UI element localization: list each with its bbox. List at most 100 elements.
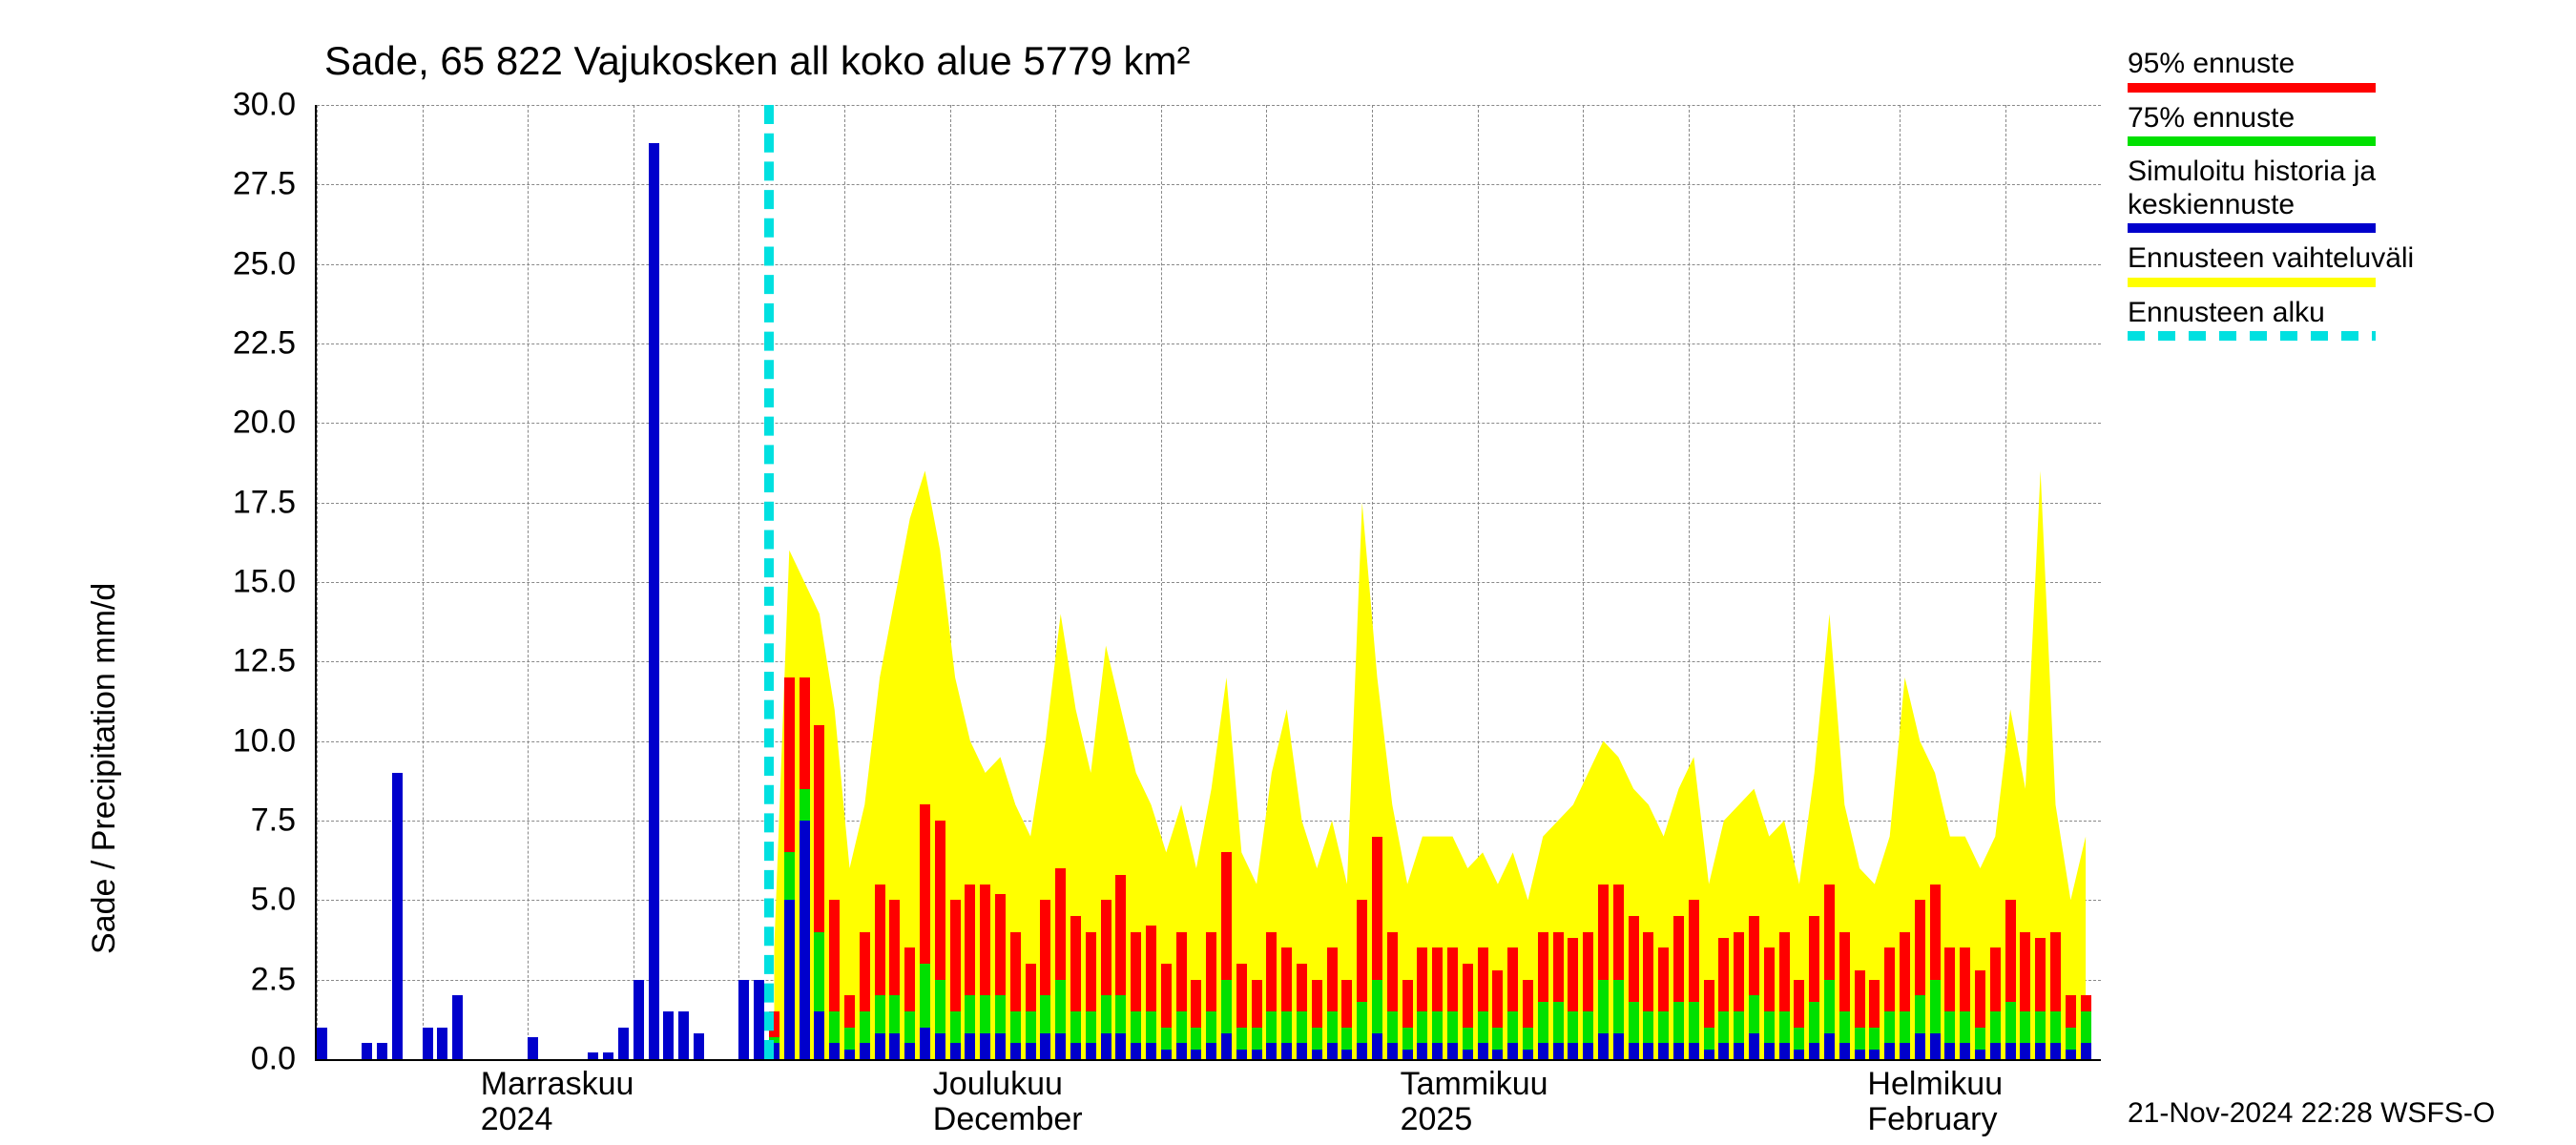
bar xyxy=(2066,1050,2076,1059)
x-tick-label: Helmikuu February xyxy=(1867,1067,2003,1138)
plot-area xyxy=(315,105,2101,1061)
bar xyxy=(1026,1043,1036,1059)
legend-item: 95% ennuste xyxy=(2128,48,2414,93)
bar xyxy=(618,1028,629,1059)
bar xyxy=(437,1028,447,1059)
y-tick-label: 17.5 xyxy=(0,484,296,521)
bar xyxy=(950,1043,961,1059)
bar xyxy=(1402,1050,1413,1059)
bar xyxy=(1930,1033,1941,1059)
bar xyxy=(2020,1043,2030,1059)
chart-title: Sade, 65 822 Vajukosken all koko alue 57… xyxy=(324,38,1190,84)
bar xyxy=(1327,1043,1338,1059)
bar xyxy=(1146,1043,1156,1059)
bar xyxy=(1341,1050,1352,1059)
legend-swatch xyxy=(2128,83,2376,93)
bar xyxy=(1252,1050,1262,1059)
bar xyxy=(1297,1043,1307,1059)
y-tick-label: 7.5 xyxy=(0,802,296,840)
bar xyxy=(1266,1043,1277,1059)
bar xyxy=(2050,1043,2061,1059)
bar xyxy=(1824,1033,1835,1059)
bar xyxy=(1507,1043,1518,1059)
bar xyxy=(1839,1043,1850,1059)
bar xyxy=(1960,1043,1970,1059)
bar xyxy=(1040,1033,1050,1059)
bar xyxy=(1010,1043,1021,1059)
bar xyxy=(1553,1043,1564,1059)
legend-label: 95% ennuste xyxy=(2128,48,2414,81)
bar xyxy=(2035,1043,2046,1059)
bar xyxy=(1161,1050,1172,1059)
bar xyxy=(935,1033,945,1059)
bar xyxy=(392,773,403,1059)
bar xyxy=(1191,1050,1201,1059)
chart-container: Sade, 65 822 Vajukosken all koko alue 57… xyxy=(0,0,2576,1145)
bar xyxy=(904,1043,915,1059)
x-tick-label: Joulukuu December xyxy=(933,1067,1083,1138)
bar xyxy=(1900,1043,1910,1059)
bar xyxy=(1629,1043,1639,1059)
bar xyxy=(1704,1050,1714,1059)
bar xyxy=(889,1033,900,1059)
bar xyxy=(1583,1043,1593,1059)
bar xyxy=(1447,1043,1458,1059)
y-tick-label: 20.0 xyxy=(0,405,296,442)
legend-swatch xyxy=(2128,223,2376,233)
bar xyxy=(1221,1033,1232,1059)
y-tick-label: 30.0 xyxy=(0,87,296,124)
bar xyxy=(1990,1043,2001,1059)
bar xyxy=(423,1028,433,1059)
bar xyxy=(1372,1033,1382,1059)
bar xyxy=(920,1028,930,1059)
legend-item: 75% ennuste xyxy=(2128,102,2414,147)
bar xyxy=(362,1043,372,1059)
bar xyxy=(1432,1043,1443,1059)
bar xyxy=(1115,1033,1126,1059)
bar xyxy=(1538,1043,1548,1059)
bar xyxy=(1387,1043,1398,1059)
y-tick-label: 15.0 xyxy=(0,564,296,601)
bar xyxy=(1086,1043,1096,1059)
bar xyxy=(1236,1050,1247,1059)
bar xyxy=(980,1033,990,1059)
bar xyxy=(1312,1050,1322,1059)
bar xyxy=(1779,1043,1790,1059)
legend-item: Simuloitu historia ja keskiennuste xyxy=(2128,156,2414,233)
bar xyxy=(452,995,463,1059)
bar xyxy=(1492,1050,1503,1059)
legend-item: Ennusteen alku xyxy=(2128,297,2414,342)
bar xyxy=(1809,1043,1819,1059)
legend-label: 75% ennuste xyxy=(2128,102,2414,135)
legend-swatch xyxy=(2128,278,2376,287)
bar xyxy=(1915,1033,1925,1059)
bar xyxy=(844,1050,855,1059)
legend-item: Ennusteen vaihteluväli xyxy=(2128,242,2414,287)
legend-label: Ennusteen alku xyxy=(2128,297,2414,330)
bar xyxy=(317,1028,327,1059)
bar xyxy=(784,900,795,1059)
bar xyxy=(1689,1043,1699,1059)
bar-stacks xyxy=(317,105,2101,1059)
y-tick-label: 12.5 xyxy=(0,643,296,680)
y-tick-label: 10.0 xyxy=(0,722,296,760)
y-tick-label: 5.0 xyxy=(0,882,296,919)
bar xyxy=(814,1011,824,1059)
x-tick-label: Tammikuu 2025 xyxy=(1401,1067,1548,1138)
bar xyxy=(2081,1043,2091,1059)
bar xyxy=(588,1052,598,1059)
bar xyxy=(678,1011,689,1059)
bar xyxy=(875,1033,885,1059)
bar xyxy=(528,1037,538,1059)
bar xyxy=(1944,1043,1955,1059)
y-tick-label: 27.5 xyxy=(0,166,296,203)
bar xyxy=(1658,1043,1669,1059)
bar xyxy=(1206,1043,1216,1059)
bar xyxy=(800,821,810,1059)
bar xyxy=(1131,1043,1141,1059)
x-tick-label: Marraskuu 2024 xyxy=(481,1067,634,1138)
bar xyxy=(2005,1043,2016,1059)
bar xyxy=(1281,1043,1292,1059)
bar xyxy=(1869,1050,1880,1059)
bar xyxy=(1718,1043,1729,1059)
